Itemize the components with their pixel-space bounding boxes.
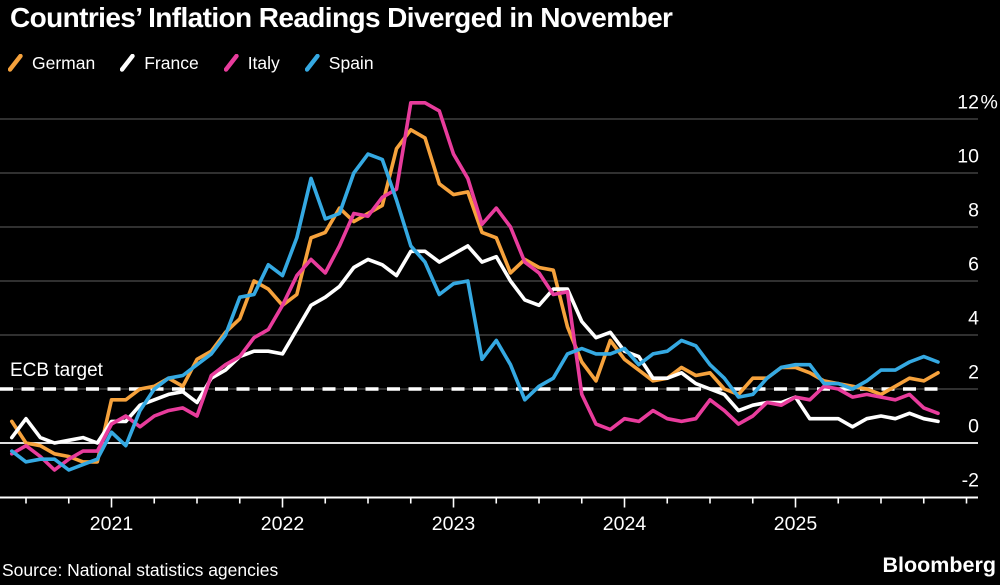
spain-series-slash-icon — [304, 54, 320, 72]
bloomberg-logo: Bloomberg — [882, 553, 996, 577]
series-line-german — [10, 128, 940, 464]
legend-item-france: France — [120, 52, 199, 74]
series-line-france — [10, 244, 940, 445]
source-note: Source: National statistics agencies — [2, 560, 279, 580]
france-series-slash-icon — [120, 54, 135, 72]
y-tick-label-0: 0 — [968, 416, 979, 438]
y-tick-label-10: 10 — [957, 146, 979, 168]
x-tick-label-2022: 2022 — [261, 513, 304, 535]
y-tick-label-8: 8 — [968, 200, 979, 222]
y-tick-label-4: 4 — [968, 308, 979, 330]
x-tick-label-2023: 2023 — [432, 513, 475, 535]
y-tick-label-2: 2 — [968, 362, 979, 384]
legend-item-german: German — [8, 53, 95, 74]
y-tick-label-6: 6 — [968, 254, 979, 276]
y-tick-label-12: 12 — [957, 92, 979, 114]
italy-series-slash-icon — [223, 54, 239, 72]
x-tick-label-2021: 2021 — [90, 513, 133, 535]
legend-label-german: German — [32, 52, 96, 73]
legend: German France Italy Spain — [8, 50, 399, 76]
x-tick-label-2024: 2024 — [603, 513, 647, 535]
y-tick-label--2: -2 — [962, 470, 979, 492]
chart-title: Countries’ Inflation Readings Diverged i… — [10, 2, 673, 33]
series-line-spain — [10, 152, 940, 472]
legend-item-spain: Spain — [304, 52, 374, 74]
series-line-italy — [10, 101, 940, 472]
y-tick-percent-sign: % — [981, 92, 998, 114]
german-series-slash-icon — [8, 54, 23, 72]
legend-label-italy: Italy — [247, 52, 280, 73]
ecb-target-label: ECB target — [10, 360, 103, 381]
legend-label-france: France — [144, 52, 199, 73]
x-tick-label-2025: 2025 — [774, 513, 818, 535]
legend-label-spain: Spain — [328, 52, 374, 73]
legend-item-italy: Italy — [223, 52, 280, 74]
